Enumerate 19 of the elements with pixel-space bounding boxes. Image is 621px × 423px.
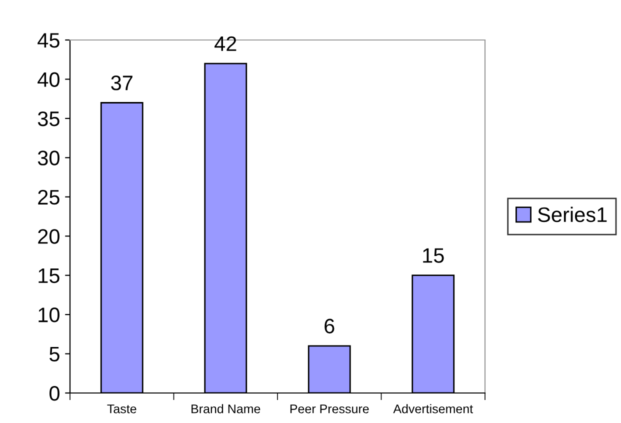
y-tick-label: 30 [38,150,60,166]
data-label: 15 [423,248,444,263]
y-tick-label: 40 [38,72,60,87]
y-tick-label: 35 [38,111,60,126]
data-label: 42 [214,36,236,51]
x-tick-label: Peer Pressure [290,404,369,414]
y-tick-label: 10 [38,308,60,322]
data-label: 6 [324,318,334,334]
y-tick-label: 20 [38,229,60,244]
legend-label: Series1 [538,206,607,222]
data-label: 37 [111,76,132,90]
y-tick-label: 45 [38,33,60,48]
y-tick-label: 25 [38,190,60,205]
y-tick-label: 0 [50,386,60,401]
x-tick-label: Taste [107,404,136,414]
y-tick-label: 5 [50,346,60,362]
y-tick-label: 15 [38,268,60,284]
x-tick-label: Advertisement [393,404,473,414]
x-tick-label: Brand Name [192,404,260,414]
